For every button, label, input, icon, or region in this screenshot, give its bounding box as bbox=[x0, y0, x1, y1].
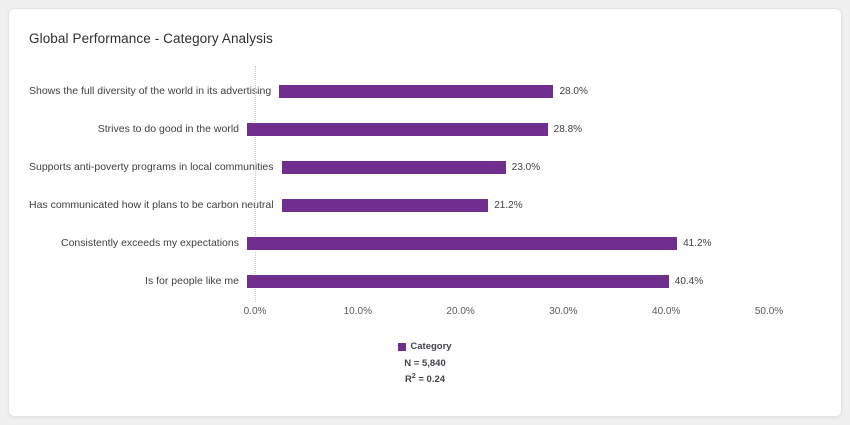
zero-axis-line bbox=[255, 66, 256, 302]
bar-row: Has communicated how it plans to be carb… bbox=[29, 186, 769, 224]
x-axis-tick-label: 40.0% bbox=[652, 306, 681, 317]
value-label: 40.4% bbox=[674, 275, 704, 287]
x-axis-tick-label: 20.0% bbox=[446, 306, 475, 317]
bar-plot-area: 28.8% bbox=[247, 110, 769, 148]
category-label: Consistently exceeds my expectations bbox=[60, 236, 239, 249]
bar[interactable] bbox=[247, 236, 678, 250]
legend-r-squared: R2 = 0.24 bbox=[29, 372, 821, 388]
r2-prefix: R bbox=[404, 373, 412, 385]
value-label: 23.0% bbox=[511, 161, 541, 173]
value-label: 28.0% bbox=[559, 85, 588, 97]
legend-swatch-icon bbox=[398, 343, 407, 352]
chart-legend: Category N = 5,840 R2 = 0.24 bbox=[29, 340, 821, 388]
bar[interactable] bbox=[247, 122, 548, 136]
x-axis-tick-label: 30.0% bbox=[549, 306, 578, 317]
value-label: 41.2% bbox=[683, 237, 712, 249]
r2-value: = 0.24 bbox=[415, 373, 446, 385]
bar[interactable] bbox=[281, 198, 489, 212]
legend-sample-size: N = 5,840 bbox=[404, 358, 446, 370]
bar-row: Supports anti-poverty programs in local … bbox=[29, 148, 769, 186]
bar-row: Is for people like me 40.4% bbox=[29, 262, 769, 300]
bar-chart: Shows the full diversity of the world in… bbox=[29, 66, 821, 324]
category-label: Shows the full diversity of the world in… bbox=[29, 84, 272, 97]
bar-row: Consistently exceeds my expectations 41.2… bbox=[29, 224, 769, 262]
value-label: 28.8% bbox=[553, 123, 583, 135]
bar-rows: Shows the full diversity of the world in… bbox=[29, 66, 769, 302]
bar[interactable] bbox=[279, 84, 554, 98]
legend-item-category[interactable]: Category bbox=[398, 340, 452, 355]
bar-plot-area: 21.2% bbox=[281, 186, 769, 224]
bar-row: Shows the full diversity of the world in… bbox=[29, 72, 769, 110]
category-label: Supports anti-poverty programs in local … bbox=[29, 160, 274, 173]
bar[interactable] bbox=[247, 274, 669, 288]
x-axis-tick-label: 0.0% bbox=[243, 306, 267, 317]
legend-label: Category bbox=[410, 341, 452, 352]
bar-plot-area: 41.2% bbox=[247, 224, 769, 262]
category-label: Strives to do good in the world bbox=[97, 122, 239, 135]
x-axis: 0.0% 10.0% 20.0% 30.0% 40.0% 50.0% bbox=[244, 306, 784, 324]
bar[interactable] bbox=[281, 160, 506, 174]
bar-row: Strives to do good in the world 28.8% bbox=[29, 110, 769, 148]
bar-plot-area: 40.4% bbox=[247, 262, 769, 300]
chart-title: Global Performance - Category Analysis bbox=[29, 31, 273, 46]
value-label: 21.2% bbox=[494, 199, 523, 211]
x-axis-tick-label: 50.0% bbox=[754, 306, 784, 317]
chart-card: Global Performance - Category Analysis S… bbox=[8, 8, 842, 417]
bar-plot-area: 28.0% bbox=[279, 72, 769, 110]
r2-superscript: 2 bbox=[411, 372, 416, 380]
x-axis-tick-label: 10.0% bbox=[343, 306, 372, 317]
category-label: Is for people like me bbox=[145, 274, 239, 287]
category-label: Has communicated how it plans to be carb… bbox=[29, 198, 274, 211]
bar-plot-area: 23.0% bbox=[281, 148, 769, 186]
